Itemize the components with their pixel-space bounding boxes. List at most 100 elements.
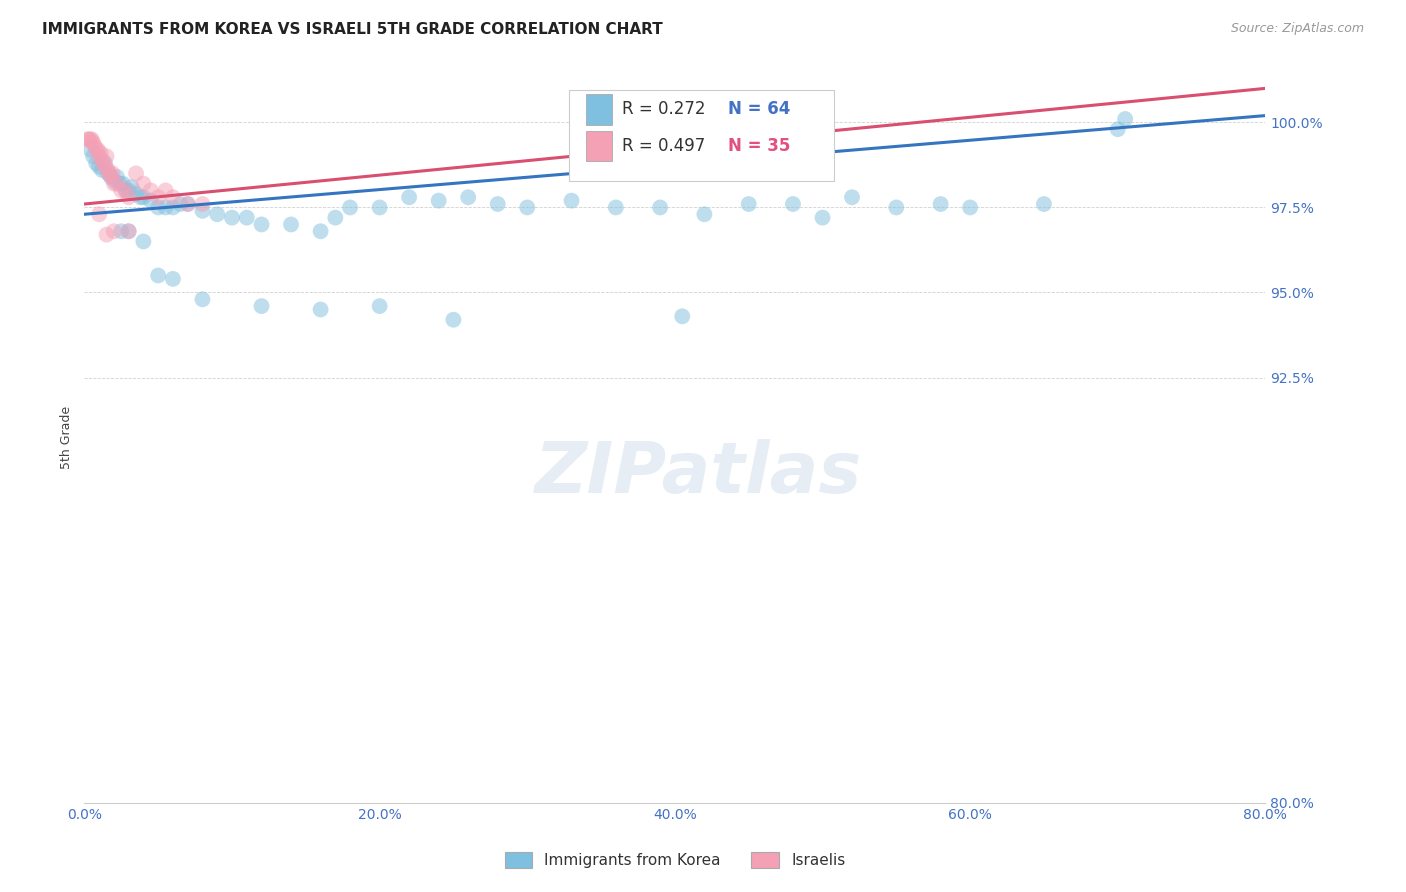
FancyBboxPatch shape bbox=[586, 94, 612, 125]
Point bbox=[101, 166, 124, 180]
Point bbox=[118, 224, 141, 238]
Point bbox=[162, 272, 184, 286]
Point bbox=[811, 211, 834, 225]
Point bbox=[1114, 112, 1136, 126]
Point bbox=[250, 218, 273, 232]
Point bbox=[97, 166, 120, 180]
Point bbox=[738, 197, 761, 211]
Point bbox=[80, 132, 103, 146]
Point bbox=[191, 293, 214, 307]
Y-axis label: 5th Grade: 5th Grade bbox=[60, 406, 73, 468]
Point bbox=[782, 197, 804, 211]
Point bbox=[207, 207, 229, 221]
Point bbox=[111, 177, 134, 191]
Point bbox=[605, 201, 627, 215]
Point bbox=[84, 143, 107, 157]
Point bbox=[97, 163, 120, 178]
Point bbox=[118, 190, 141, 204]
Point bbox=[103, 224, 125, 238]
Point bbox=[105, 177, 128, 191]
Point bbox=[139, 183, 162, 197]
FancyBboxPatch shape bbox=[586, 130, 612, 161]
Point bbox=[82, 136, 104, 150]
Point bbox=[114, 183, 136, 197]
Point bbox=[121, 180, 143, 194]
Point bbox=[132, 190, 155, 204]
Point bbox=[103, 173, 125, 187]
Point bbox=[162, 201, 184, 215]
Point bbox=[398, 190, 420, 204]
Point bbox=[87, 149, 111, 163]
Point bbox=[671, 310, 693, 324]
Point bbox=[118, 183, 141, 197]
Point bbox=[162, 190, 184, 204]
Point bbox=[87, 207, 111, 221]
Point bbox=[110, 224, 132, 238]
Point bbox=[155, 183, 177, 197]
Point bbox=[125, 186, 148, 201]
Point bbox=[139, 194, 162, 208]
Point bbox=[110, 183, 132, 197]
Point bbox=[693, 207, 716, 221]
Point bbox=[77, 132, 100, 146]
Point bbox=[177, 197, 200, 211]
Text: R = 0.272: R = 0.272 bbox=[621, 101, 706, 119]
Point bbox=[129, 190, 152, 204]
Point bbox=[309, 302, 332, 317]
Point bbox=[87, 160, 111, 174]
Point bbox=[98, 166, 121, 180]
Point bbox=[886, 201, 908, 215]
Text: IMMIGRANTS FROM KOREA VS ISRAELI 5TH GRADE CORRELATION CHART: IMMIGRANTS FROM KOREA VS ISRAELI 5TH GRA… bbox=[42, 22, 664, 37]
Point bbox=[83, 139, 105, 153]
Point bbox=[427, 194, 450, 208]
Point bbox=[148, 201, 170, 215]
Point bbox=[250, 299, 273, 313]
Point bbox=[91, 163, 114, 178]
Point bbox=[309, 224, 332, 238]
Point bbox=[155, 201, 177, 215]
Point bbox=[86, 143, 108, 157]
Point bbox=[280, 218, 302, 232]
Point bbox=[100, 169, 122, 184]
Point bbox=[105, 169, 128, 184]
Point bbox=[561, 194, 583, 208]
Point bbox=[91, 153, 114, 167]
Point bbox=[368, 201, 391, 215]
Point bbox=[84, 156, 107, 170]
Point bbox=[118, 224, 141, 238]
Point bbox=[76, 132, 98, 146]
Point bbox=[929, 197, 952, 211]
Point bbox=[221, 211, 243, 225]
Point bbox=[103, 177, 125, 191]
Point bbox=[191, 203, 214, 218]
Point bbox=[79, 132, 101, 146]
Point bbox=[325, 211, 347, 225]
Point bbox=[339, 201, 361, 215]
Point bbox=[79, 143, 101, 157]
Point bbox=[169, 197, 191, 211]
Point bbox=[236, 211, 259, 225]
Text: ZIPatlas: ZIPatlas bbox=[534, 439, 862, 508]
Point bbox=[516, 201, 538, 215]
Text: N = 35: N = 35 bbox=[728, 137, 790, 155]
Text: N = 64: N = 64 bbox=[728, 101, 790, 119]
Point bbox=[125, 166, 148, 180]
Point bbox=[114, 183, 136, 197]
Point bbox=[82, 149, 104, 163]
Text: Source: ZipAtlas.com: Source: ZipAtlas.com bbox=[1230, 22, 1364, 36]
Point bbox=[108, 177, 131, 191]
Point bbox=[90, 146, 112, 161]
Point bbox=[132, 177, 155, 191]
Point bbox=[96, 227, 118, 242]
Text: R = 0.497: R = 0.497 bbox=[621, 137, 704, 155]
Legend: Immigrants from Korea, Israelis: Immigrants from Korea, Israelis bbox=[505, 853, 845, 868]
Point bbox=[94, 160, 117, 174]
Point bbox=[457, 190, 479, 204]
Point bbox=[443, 312, 465, 326]
Point bbox=[177, 197, 200, 211]
Point bbox=[650, 201, 672, 215]
Point bbox=[191, 197, 214, 211]
Point bbox=[96, 149, 118, 163]
Point bbox=[1033, 197, 1056, 211]
Point bbox=[132, 235, 155, 249]
